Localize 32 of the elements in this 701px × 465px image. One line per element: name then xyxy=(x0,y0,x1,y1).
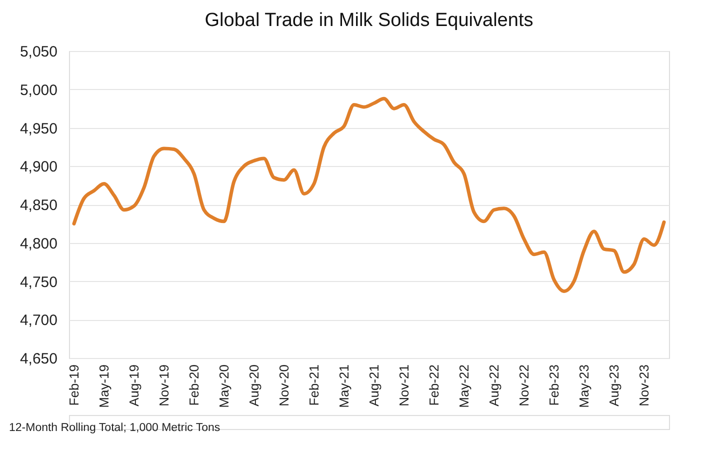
x-tick-label: Nov-19 xyxy=(156,364,172,406)
y-tick-label: 4,800 xyxy=(20,235,58,252)
x-tick-label: Aug-22 xyxy=(486,364,502,406)
x-tick-label: Feb-21 xyxy=(306,364,322,406)
x-tick-label: Nov-21 xyxy=(396,364,412,406)
y-tick-label: 4,650 xyxy=(20,350,58,368)
x-tick-label: May-22 xyxy=(456,364,472,408)
x-tick-label: May-19 xyxy=(96,364,112,408)
y-tick-label: 4,950 xyxy=(20,120,58,138)
y-tick-label: 4,900 xyxy=(20,158,58,176)
x-tick-label: Feb-23 xyxy=(546,364,562,406)
text: 12-Month Rolling Total; 1,000 Metric Tons xyxy=(9,422,220,434)
x-tick-label: Feb-20 xyxy=(186,364,202,406)
x-tick-label: Aug-20 xyxy=(246,364,262,406)
y-tick-label: 4,700 xyxy=(20,312,58,330)
x-tick-label: Nov-22 xyxy=(516,364,532,406)
y-tick-label: 5,050 xyxy=(20,44,58,60)
x-tick-label: Feb-22 xyxy=(426,364,442,406)
x-tick-label: Aug-19 xyxy=(126,364,142,406)
x-tick-label: May-23 xyxy=(576,364,592,408)
x-tick-label: Feb-19 xyxy=(66,364,82,406)
x-tick-label: Nov-23 xyxy=(636,364,652,406)
chart-title: Global Trade in Milk Solids Equivalents xyxy=(204,10,534,31)
y-tick-label: 4,750 xyxy=(20,274,58,291)
x-tick-label: Nov-20 xyxy=(276,364,292,406)
line-series xyxy=(72,96,666,293)
x-tick-label: May-21 xyxy=(336,364,352,408)
x-tick-label: May-20 xyxy=(216,364,232,408)
x-tick-label: Aug-23 xyxy=(606,364,622,406)
y-tick-label: 4,850 xyxy=(20,197,58,214)
y-tick-label: 5,000 xyxy=(20,82,58,99)
x-tick-label: Aug-21 xyxy=(366,364,382,406)
